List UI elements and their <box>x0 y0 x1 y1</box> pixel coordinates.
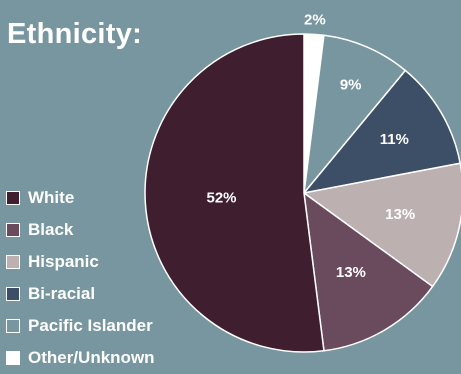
legend-swatch <box>6 255 20 269</box>
legend-swatch <box>6 223 20 237</box>
legend-label: Black <box>28 220 74 239</box>
chart-title: Ethnicity: <box>7 18 143 50</box>
legend-item: White <box>6 182 155 214</box>
legend-swatch <box>6 319 20 333</box>
legend-item: Pacific Islander <box>6 310 155 342</box>
pie-slice-hispanic <box>303 162 461 288</box>
pie-slice-black <box>303 192 434 352</box>
slice-label-white: 52% <box>206 190 236 207</box>
pie-slice-bi-racial <box>303 69 461 194</box>
slice-label-pacific-islander: 9% <box>340 77 362 94</box>
slice-label-bi-racial: 11% <box>380 131 409 148</box>
legend-label: Hispanic <box>28 252 99 271</box>
legend-item: Other/Unknown <box>6 342 155 374</box>
slice-label-other-unknown: 2% <box>304 12 326 29</box>
legend-swatch <box>6 351 20 365</box>
legend-label: Bi-racial <box>28 284 96 303</box>
slice-label-black: 13% <box>336 264 366 281</box>
slice-label-hispanic: 13% <box>385 206 415 223</box>
legend-item: Hispanic <box>6 246 155 278</box>
pie-slice-pacific-islander <box>303 34 407 194</box>
legend-label: Other/Unknown <box>28 348 155 367</box>
legend: White Black Hispanic Bi-racial Pacific Islan… <box>6 182 155 374</box>
pie-slice-white <box>144 33 325 353</box>
legend-label: White <box>28 188 75 207</box>
legend-label: Pacific Islander <box>28 316 153 335</box>
legend-swatch <box>6 287 20 301</box>
legend-item: Black <box>6 214 155 246</box>
legend-item: Bi-racial <box>6 278 155 310</box>
legend-swatch <box>6 191 20 205</box>
